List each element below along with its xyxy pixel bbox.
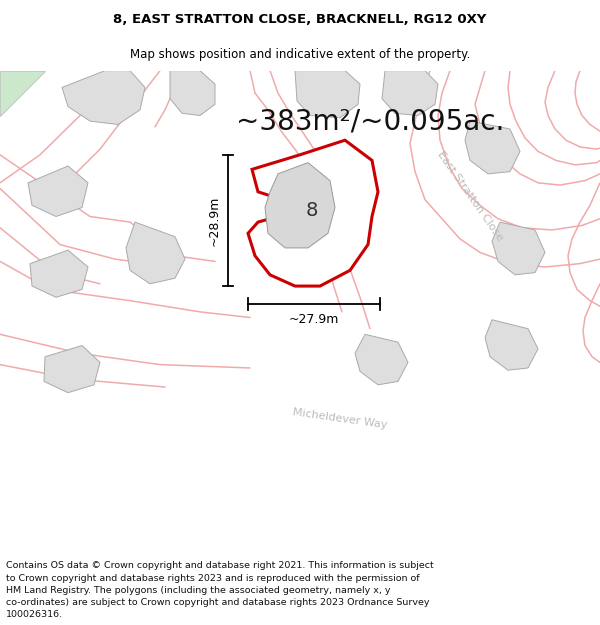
Text: East Stratton Close: East Stratton Close <box>435 149 505 243</box>
Polygon shape <box>170 71 215 116</box>
Text: ~383m²/~0.095ac.: ~383m²/~0.095ac. <box>236 107 504 135</box>
Text: ~27.9m: ~27.9m <box>289 313 339 326</box>
Polygon shape <box>30 250 88 298</box>
Text: HM Land Registry. The polygons (including the associated geometry, namely x, y: HM Land Registry. The polygons (includin… <box>6 586 391 594</box>
Polygon shape <box>492 222 545 275</box>
Polygon shape <box>62 71 145 124</box>
Text: Contains OS data © Crown copyright and database right 2021. This information is : Contains OS data © Crown copyright and d… <box>6 561 434 571</box>
Polygon shape <box>248 140 378 286</box>
Text: to Crown copyright and database rights 2023 and is reproduced with the permissio: to Crown copyright and database rights 2… <box>6 574 419 582</box>
Polygon shape <box>355 334 408 385</box>
Polygon shape <box>126 222 185 284</box>
Polygon shape <box>265 162 335 248</box>
Text: co-ordinates) are subject to Crown copyright and database rights 2023 Ordnance S: co-ordinates) are subject to Crown copyr… <box>6 598 430 607</box>
Polygon shape <box>295 71 360 118</box>
Polygon shape <box>44 346 100 392</box>
Polygon shape <box>28 166 88 216</box>
Text: ~28.9m: ~28.9m <box>208 195 221 246</box>
Text: Map shows position and indicative extent of the property.: Map shows position and indicative extent… <box>130 48 470 61</box>
Polygon shape <box>382 71 438 116</box>
Text: 8: 8 <box>306 201 318 221</box>
Text: 100026316.: 100026316. <box>6 610 63 619</box>
Text: 8, EAST STRATTON CLOSE, BRACKNELL, RG12 0XY: 8, EAST STRATTON CLOSE, BRACKNELL, RG12 … <box>113 12 487 26</box>
Polygon shape <box>465 121 520 174</box>
Text: Micheldever Way: Micheldever Way <box>292 407 388 430</box>
Polygon shape <box>485 320 538 370</box>
Polygon shape <box>0 71 45 116</box>
